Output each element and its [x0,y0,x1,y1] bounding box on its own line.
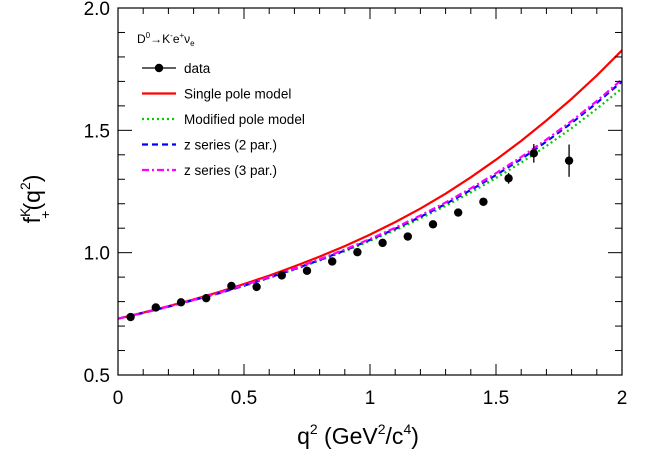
data-point [454,208,463,217]
data-point [428,220,438,229]
x-tick-label: 0 [113,388,124,409]
data-point [529,144,538,163]
legend-label: data [184,61,211,76]
legend-entry: Single pole model [142,87,291,102]
y-tick-label: 1.5 [84,121,110,142]
data-point [378,238,387,248]
y-axis: 0.5 1.0 1.5 2.0 [84,0,622,387]
legend-label: Modified pole model [184,112,305,127]
data-point [277,271,286,280]
legend: data Single pole model Modified pole model… [142,61,305,178]
legend-entry: z series (2 par.) [142,138,277,153]
y-tick-label: 2.0 [84,0,110,20]
data-point [479,197,488,206]
x-tick-label: 1 [365,388,376,409]
data-point [353,247,362,257]
data-point [151,303,160,312]
x-axis: 0 0.5 1 1.5 2 [113,8,628,409]
process-label: D0→K-e+νe [137,31,195,48]
x-tick-label: 2 [617,388,628,409]
data-point [126,312,135,322]
legend-label: z series (2 par.) [184,138,277,153]
data-point [403,232,412,241]
legend-entry: z series (3 par.) [142,163,277,178]
model-curves [118,49,622,320]
data-point [328,257,337,266]
data-point [202,293,211,303]
y-tick-label: 0.5 [84,366,110,387]
series-line-2 [118,80,622,320]
x-axis-title: q2 (GeV2/c4) [297,421,419,449]
legend-entry: data [142,61,211,76]
y-tick-label: 1.0 [84,244,110,265]
data-point [176,298,186,307]
legend-entry: Modified pole model [142,112,305,127]
legend-label: Single pole model [184,87,291,102]
legend-label: z series (3 par.) [184,163,277,178]
data-point [227,281,236,291]
x-tick-label: 0.5 [231,388,257,409]
data-point [302,266,312,275]
data-point [564,144,574,177]
x-tick-label: 1.5 [483,388,509,409]
y-axis-title: fK +(q2) [17,175,53,224]
series-line-3 [118,78,622,320]
data-point [252,282,261,292]
data-point [504,172,513,184]
data-points [126,144,574,322]
